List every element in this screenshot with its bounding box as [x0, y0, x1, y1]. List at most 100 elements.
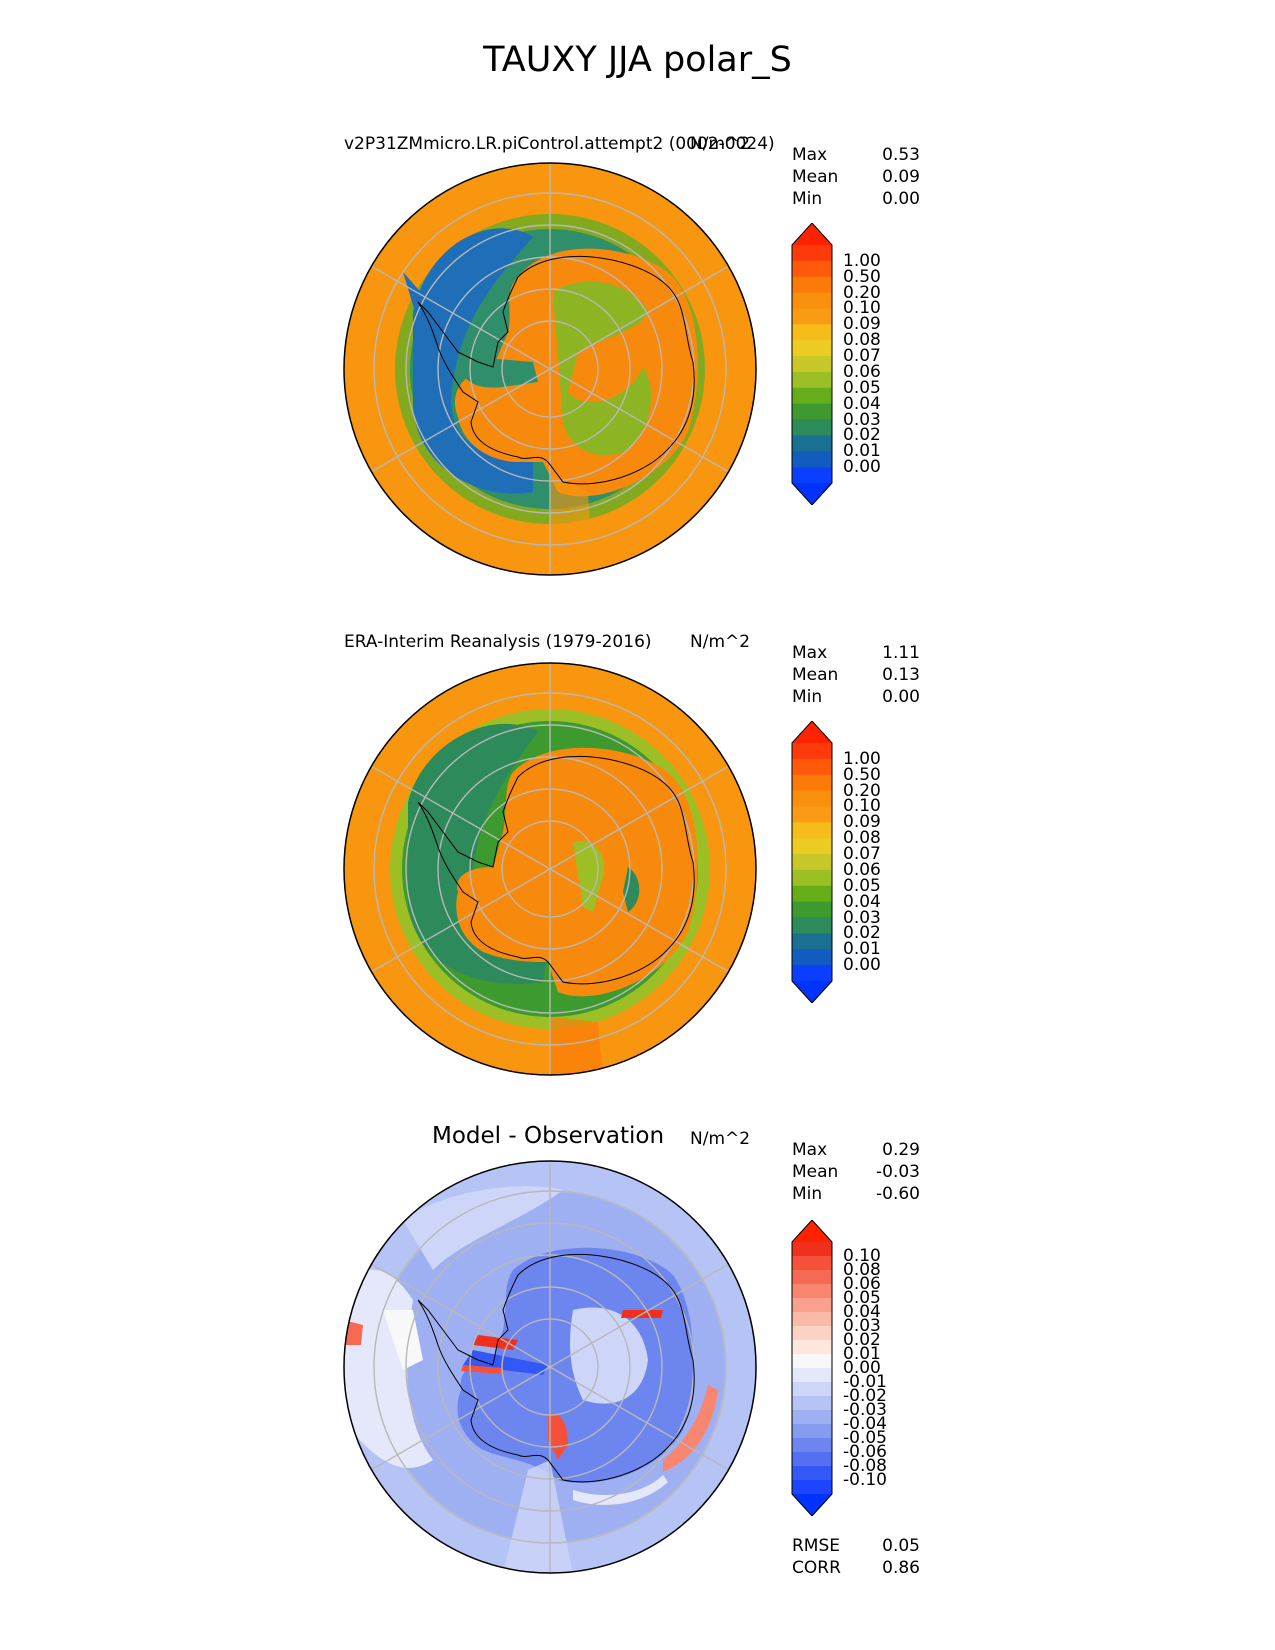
- colorbar-segment: [792, 371, 832, 389]
- colorbar-segment: [792, 949, 832, 966]
- colorbar-tick-label: -0.06: [843, 1442, 887, 1462]
- colorbar-segment: [792, 838, 832, 855]
- colorbar-segment: [792, 885, 832, 903]
- colorbar-tick-label: 0.04: [843, 393, 881, 414]
- colorbar-segment: [792, 917, 832, 934]
- panel-observation: ERA-Interim Reanalysis (1979-2016) N/m^2…: [0, 624, 1275, 1104]
- colorbar-tick-label: 0.04: [843, 1302, 881, 1322]
- colorbar-outline: [791, 1220, 833, 1516]
- colorbar-tick-label: 0.10: [843, 796, 881, 817]
- colorbar-tick-label: -0.03: [843, 1400, 887, 1420]
- colorbar-segment: [792, 1256, 832, 1271]
- colorbar-tick-label: -0.08: [843, 1456, 887, 1476]
- colorbar-segment: [792, 743, 832, 760]
- colorbar-tick-label: 0.50: [843, 266, 881, 287]
- colorbar-segment: [792, 965, 832, 982]
- colorbar-tick-label: 0.07: [843, 844, 881, 865]
- units-label: N/m^2: [690, 632, 751, 652]
- colorbar-tick-label: 0.06: [843, 1274, 881, 1294]
- colorbar-segment: [792, 356, 832, 373]
- coastline: [417, 255, 695, 485]
- map-border: [343, 162, 757, 576]
- colorbar-tick-label: 0.05: [843, 377, 881, 398]
- colorbar-segment: [792, 1466, 832, 1481]
- panel-title: Model - Observation: [432, 1123, 665, 1149]
- colorbar-segment: [792, 435, 832, 452]
- figure-title: TAUXY JJA polar_S: [483, 40, 792, 80]
- colorbar-bottom-cap: [792, 483, 832, 505]
- colorbar-segment: [792, 1326, 832, 1341]
- colorbar-tick-label: 0.01: [843, 441, 881, 462]
- colorbar-tick-label: 0.04: [843, 891, 881, 912]
- colorbar-segment: [792, 1410, 832, 1425]
- colorbar: [791, 223, 833, 505]
- polar-map: [343, 1160, 757, 1574]
- colorbar-tick-label: 0.00: [843, 1358, 881, 1378]
- colorbar-segment: [792, 276, 832, 294]
- colorbar-tick-label: 0.10: [843, 298, 881, 319]
- colorbar-tick-label: 0.05: [843, 875, 881, 896]
- colorbar-tick-label: 0.10: [843, 1246, 881, 1266]
- colorbar-tick-label: 0.07: [843, 346, 881, 367]
- colorbar-tick-label: 1.00: [843, 748, 881, 769]
- colorbar-tick-label: 0.09: [843, 314, 881, 335]
- colorbar-segment: [792, 1452, 832, 1467]
- colorbar-top-cap: [792, 721, 832, 743]
- colorbar-segment: [792, 1424, 832, 1439]
- colorbar-tick-label: 1.00: [843, 250, 881, 271]
- polar-map: [343, 662, 757, 1076]
- colorbar-tick-label: 0.00: [843, 457, 881, 478]
- colorbar-tick-label: -0.02: [843, 1386, 887, 1406]
- colorbar-tick-label: -0.10: [843, 1470, 887, 1490]
- colorbar-segment: [792, 324, 832, 341]
- colorbar-tick-label: -0.05: [843, 1428, 887, 1448]
- colorbar-segment: [792, 292, 832, 309]
- colorbar-segment: [792, 1382, 832, 1397]
- colorbar-outline: [791, 223, 833, 505]
- colorbar: [791, 1220, 833, 1516]
- colorbar-tick-label: 0.02: [843, 923, 881, 944]
- units-label: N/m^2: [690, 1129, 751, 1149]
- colorbar-segment: [792, 1354, 832, 1369]
- colorbar-segment: [792, 1298, 832, 1313]
- colorbar-tick-label: 0.01: [843, 1344, 881, 1364]
- map-border: [343, 662, 757, 1076]
- colorbar-tick-label: 0.06: [843, 859, 881, 880]
- colorbar-segment: [792, 1312, 832, 1327]
- colorbar-segment: [792, 451, 832, 468]
- panel-title: v2P31ZMmicro.LR.piControl.attempt2 (0002…: [344, 134, 775, 154]
- colorbar-segment: [792, 1438, 832, 1453]
- colorbar-tick-label: 0.20: [843, 780, 881, 801]
- colorbar-segment: [792, 308, 832, 325]
- colorbar-segment: [792, 1340, 832, 1355]
- colorbar-tick-label: 0.03: [843, 1316, 881, 1336]
- colorbar-outline: [791, 721, 833, 1003]
- colorbar-tick-label: 0.09: [843, 812, 881, 833]
- colorbar-top-cap: [792, 1220, 832, 1242]
- colorbar-tick-label: -0.04: [843, 1414, 887, 1434]
- colorbar-segment: [792, 774, 832, 792]
- colorbar-segment: [792, 419, 832, 436]
- colorbar-segment: [792, 340, 832, 357]
- colorbar-tick-label: 0.02: [843, 425, 881, 446]
- colorbar-tick-label: 0.50: [843, 764, 881, 785]
- colorbar-segment: [792, 869, 832, 887]
- colorbar-tick-label: 0.03: [843, 409, 881, 430]
- colorbar-segment: [792, 790, 832, 807]
- colorbar-tick-label: 0.08: [843, 1260, 881, 1280]
- colorbar-segment: [792, 387, 832, 405]
- coastline: [417, 755, 695, 985]
- colorbar-tick-label: 0.00: [843, 955, 881, 976]
- colorbar-tick-label: 0.06: [843, 361, 881, 382]
- colorbar-segment: [792, 1284, 832, 1299]
- panel-difference: Model - Observation N/m^2 Max 0.29 Mean -0…: [0, 1120, 1275, 1600]
- colorbar-segment: [792, 260, 832, 278]
- colorbar-bottom-cap: [792, 1494, 832, 1516]
- colorbar-segment: [792, 854, 832, 871]
- colorbar-tick-label: 0.03: [843, 907, 881, 928]
- colorbar-segment: [792, 1242, 832, 1257]
- units-label: N/m^2: [690, 134, 751, 154]
- colorbar-segment: [792, 933, 832, 950]
- colorbar: [791, 721, 833, 1003]
- colorbar-segment: [792, 822, 832, 839]
